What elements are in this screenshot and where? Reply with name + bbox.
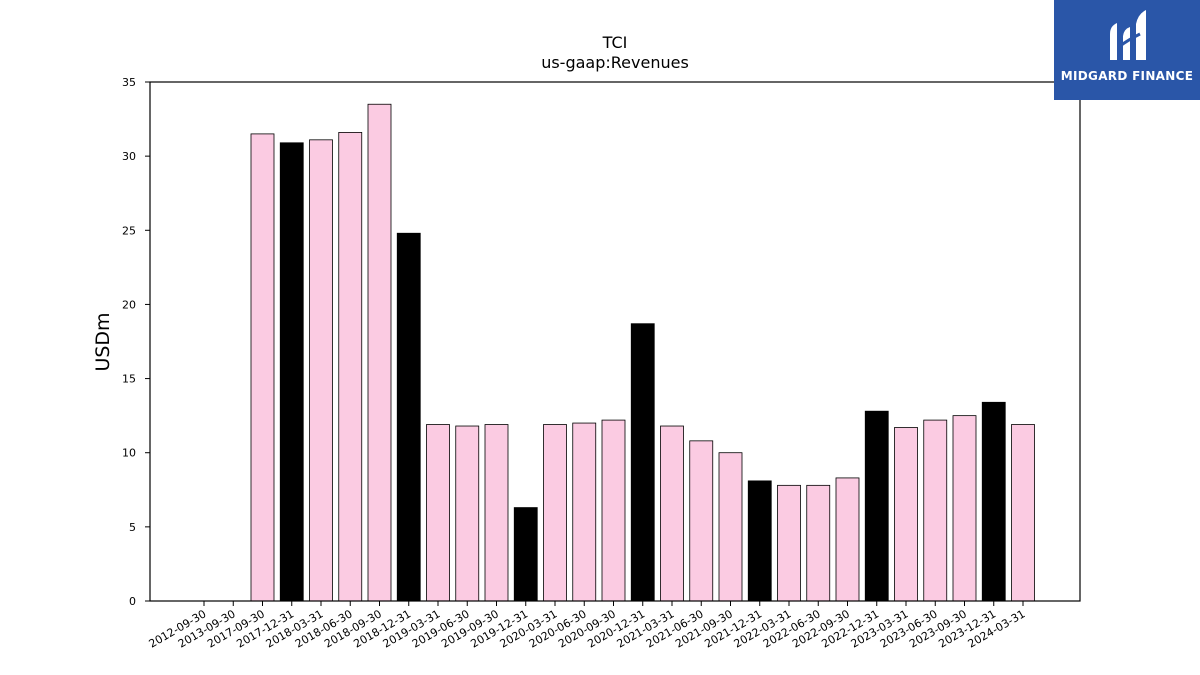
y-tick-label: 20: [122, 298, 136, 311]
bar-2020-06-30: [572, 422, 597, 602]
y-tick-label: 35: [122, 76, 136, 89]
bar-2023-03-31: [894, 427, 918, 602]
bar-2022-03-31: [777, 484, 801, 602]
bar-2021-09-30: [718, 452, 743, 602]
bar-2021-03-31: [660, 425, 684, 602]
y-axis-ticks: 0 5 10 15 20 25 30 35: [122, 76, 150, 608]
logo-text: MIDGARD FINANCE: [1060, 69, 1194, 83]
bar-2022-06-30: [806, 484, 831, 602]
bar-2021-12-31: [747, 480, 772, 602]
y-tick-label: 25: [122, 224, 136, 237]
bar-2022-12-31: [864, 410, 889, 602]
bar-2019-03-31: [426, 424, 450, 602]
bars-group: [250, 103, 1035, 602]
bar-2023-12-31: [981, 401, 1006, 602]
bar-2022-09-30: [835, 477, 860, 602]
bar-2019-12-31: [513, 507, 538, 602]
x-axis-ticks: 2012-09-302013-09-302017-09-302017-12-31…: [147, 601, 1028, 651]
y-tick-label: 15: [122, 373, 136, 386]
chart-subtitle: us-gaap:Revenues: [541, 53, 689, 72]
bar-2019-06-30: [455, 425, 480, 602]
logo-mark-icon: [1110, 10, 1146, 60]
bar-2020-09-30: [601, 419, 626, 602]
bar-2018-03-31: [309, 139, 333, 602]
bar-2023-09-30: [952, 415, 977, 602]
bar-2017-09-30: [250, 133, 275, 602]
bar-2017-12-31: [279, 142, 304, 602]
y-tick-label: 5: [129, 521, 136, 534]
bar-2024-03-31: [1011, 424, 1035, 602]
bar-2023-06-30: [923, 419, 948, 602]
y-tick-label: 0: [129, 595, 136, 608]
chart-title: TCI: [602, 33, 628, 52]
midgard-finance-logo: MIDGARD FINANCE: [1054, 0, 1200, 100]
bar-2020-12-31: [630, 323, 655, 602]
plot-frame: [149, 81, 1081, 602]
bar-2020-03-31: [543, 424, 567, 602]
bar-2018-12-31: [396, 232, 421, 602]
y-tick-label: 10: [122, 447, 136, 460]
bar-2018-09-30: [367, 103, 392, 602]
y-axis-label: USDm: [92, 312, 114, 371]
y-tick-label: 30: [122, 150, 136, 163]
bar-2021-06-30: [689, 440, 714, 602]
bar-2019-09-30: [484, 424, 509, 602]
bar-2018-06-30: [338, 132, 363, 602]
